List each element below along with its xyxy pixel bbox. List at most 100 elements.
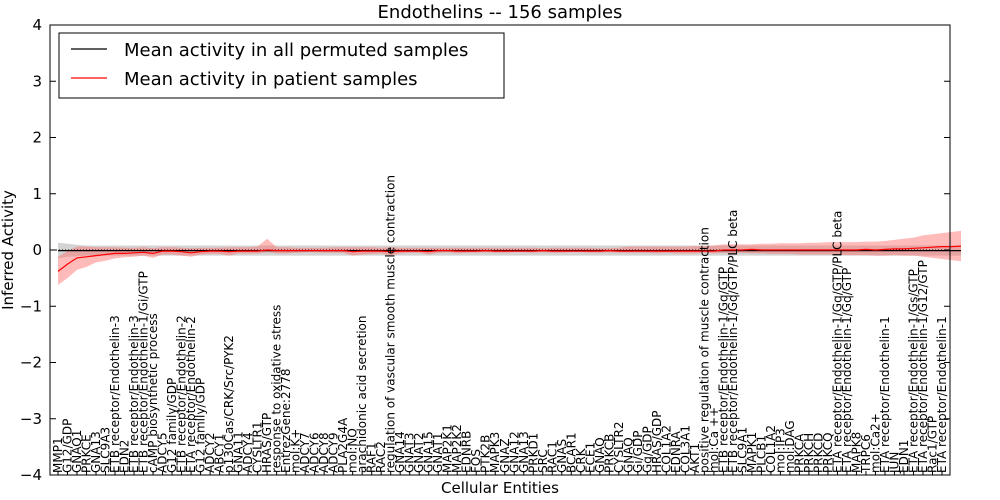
x-category-label: EDN1 bbox=[897, 440, 911, 473]
x-category-label: GNAS bbox=[555, 439, 569, 473]
patient-mean-line bbox=[57, 245, 962, 272]
x-category-label: ETB receptor/Endothelin-3 bbox=[108, 315, 122, 473]
x-category-label: mol:DAG bbox=[783, 420, 797, 473]
x-category-label: GNAZ bbox=[498, 438, 512, 473]
y-tick-label: 3 bbox=[32, 72, 42, 90]
x-category-label: ADCY2 bbox=[203, 432, 217, 473]
y-tick-label: −3 bbox=[20, 410, 42, 428]
x-category-label: ADCY5 bbox=[156, 432, 170, 473]
x-category-label: MAP2K2 bbox=[450, 424, 464, 473]
x-category-label: Rac1/GTP bbox=[926, 416, 940, 473]
x-axis-label: Cellular Entities bbox=[441, 479, 559, 497]
x-category-label: mol:NO bbox=[346, 428, 360, 473]
x-category-label: ADCY4 bbox=[241, 432, 255, 473]
x-category-label: BCAR1 bbox=[564, 432, 578, 473]
x-category-label: JUN bbox=[888, 452, 902, 474]
x-category-label: COL1A2 bbox=[764, 425, 778, 473]
y-axis-label: Inferred Activity bbox=[0, 190, 17, 310]
y-tick-label: −4 bbox=[20, 466, 42, 484]
x-category-label: PRKCE bbox=[80, 434, 94, 473]
x-category-label: FOS bbox=[469, 449, 483, 473]
legend: Mean activity in all permuted samples Me… bbox=[58, 32, 505, 99]
x-category-label: ADCY7 bbox=[298, 432, 312, 473]
x-category-label: ETA receptor/Endothelin-1/Gq/GTP bbox=[840, 268, 854, 473]
y-tick-label: −1 bbox=[20, 297, 42, 315]
x-category-label: mol:Ca2+ bbox=[869, 413, 883, 473]
x-category-label: ETA receptor/Endothelin-1/G12/GTP bbox=[916, 260, 930, 473]
x-category-label: GNA14 bbox=[393, 431, 407, 473]
x-category-label: RAF1 bbox=[365, 442, 379, 473]
x-category-label: ETA receptor/Endothelin-2 bbox=[184, 316, 198, 473]
x-category-label: MAPK8 bbox=[850, 432, 864, 473]
x-category-label: TRPC6 bbox=[859, 434, 873, 474]
x-category-label: CYSLTR1 bbox=[251, 422, 265, 473]
x-category-label: SRC bbox=[536, 449, 550, 473]
x-category-label: EntrezGene:2778 bbox=[279, 369, 293, 474]
x-category-label: regulation of vascular smooth muscle con… bbox=[384, 175, 398, 473]
legend-box bbox=[58, 32, 505, 99]
x-category-label: arachidonic acid secretion bbox=[355, 316, 369, 473]
x-category-label: G12 family/GDP bbox=[165, 378, 179, 473]
x-category-label: mol:IP3 bbox=[773, 428, 787, 473]
x-category-label: SLC9A1 bbox=[735, 427, 749, 473]
x-category-label: MMP1 bbox=[51, 437, 65, 473]
chart-title: Endothelins -- 156 samples bbox=[378, 2, 623, 23]
x-category-label: PRKCQ bbox=[821, 432, 835, 473]
x-category-label: PLA2G4A bbox=[336, 417, 350, 473]
x-category-label: PRKCB bbox=[602, 434, 616, 473]
x-category-label: GNA13 bbox=[89, 431, 103, 473]
x-category-label: MAPK1 bbox=[745, 432, 759, 473]
x-category-label: MAP2K1 bbox=[441, 424, 455, 473]
x-category-label: ABCY1 bbox=[213, 434, 227, 473]
x-category-label: GNAQ bbox=[621, 437, 635, 473]
x-category-label: GNAT1 bbox=[431, 432, 445, 473]
x-category-label: Gi/GDP bbox=[631, 431, 645, 473]
x-category-label: ETA receptor/Endothelin-1/Gq/GTP/PLC bet… bbox=[830, 211, 844, 473]
x-category-label: SLC9A3 bbox=[99, 427, 113, 473]
x-category-label: ETB receptor/Endothelin-1/Gq/GTP/PLC bet… bbox=[726, 210, 740, 473]
x-category-label: GNA12 bbox=[507, 431, 521, 473]
x-category-label: mol:Ca ++ bbox=[707, 407, 721, 473]
x-category-label: CRK bbox=[574, 447, 588, 473]
x-category-label: ADCY8 bbox=[317, 432, 331, 473]
x-category-label: ETA receptor/Endothelin-1 bbox=[878, 316, 892, 473]
x-category-label: cAMP biosynthetic process bbox=[146, 313, 160, 473]
x-category-label: PLCB1 bbox=[754, 435, 768, 473]
legend-label-patient: Mean activity in patient samples bbox=[124, 69, 418, 90]
x-category-label: RAC2 bbox=[374, 441, 388, 473]
x-category-label: GNA11 bbox=[232, 431, 246, 473]
x-category-label: GNAT3 bbox=[403, 432, 417, 473]
x-category-label: PRKCH bbox=[802, 433, 816, 473]
x-category-label: response to oxidative stress bbox=[270, 305, 284, 473]
x-category-label: ECE1 bbox=[583, 442, 597, 473]
x-category-label: MAPK3 bbox=[488, 432, 502, 473]
x-category-label: GNAT2 bbox=[412, 432, 426, 473]
x-category-label: Gq/GDP bbox=[640, 426, 654, 473]
y-tick-label: 4 bbox=[32, 16, 42, 34]
y-tick-label: 2 bbox=[32, 129, 42, 147]
x-category-label: PRKCD bbox=[811, 433, 825, 473]
x-category-label: HRAS/GTP bbox=[260, 413, 274, 473]
x-category-label: ETA receptor/Endothelin-1 bbox=[935, 316, 949, 473]
x-category-label: AKT1 bbox=[688, 443, 702, 473]
y-tick-label: 0 bbox=[32, 241, 42, 259]
x-category-label: ETB receptor/Endothelin-1/Gq/GTP bbox=[716, 267, 730, 473]
patient-band bbox=[58, 230, 961, 285]
x-category-label: GNAQ1 bbox=[70, 430, 84, 473]
y-tick-label: 1 bbox=[32, 185, 42, 203]
x-category-label: EDN2 bbox=[118, 440, 132, 473]
legend-label-permuted: Mean activity in all permuted samples bbox=[124, 40, 468, 61]
x-category-label: CYSLTR2 bbox=[612, 422, 626, 473]
x-category-label: HRAS/GDP bbox=[650, 410, 664, 473]
x-category-label: GNA13 bbox=[517, 431, 531, 473]
x-category-label: G12 family/GDP bbox=[194, 378, 208, 473]
x-category-label: COL3A1 bbox=[678, 425, 692, 473]
x-category-label: ETB receptor/Endothelin-2 bbox=[175, 315, 189, 473]
x-category-label: EDNRB bbox=[460, 431, 474, 473]
y-tick-label: −2 bbox=[20, 354, 42, 372]
x-category-label: G12/GDP bbox=[61, 419, 75, 473]
x-category-label: ADCY9 bbox=[327, 432, 341, 473]
x-category-label: GNA15 bbox=[422, 431, 436, 473]
x-category-label: GNAQ bbox=[593, 437, 607, 473]
